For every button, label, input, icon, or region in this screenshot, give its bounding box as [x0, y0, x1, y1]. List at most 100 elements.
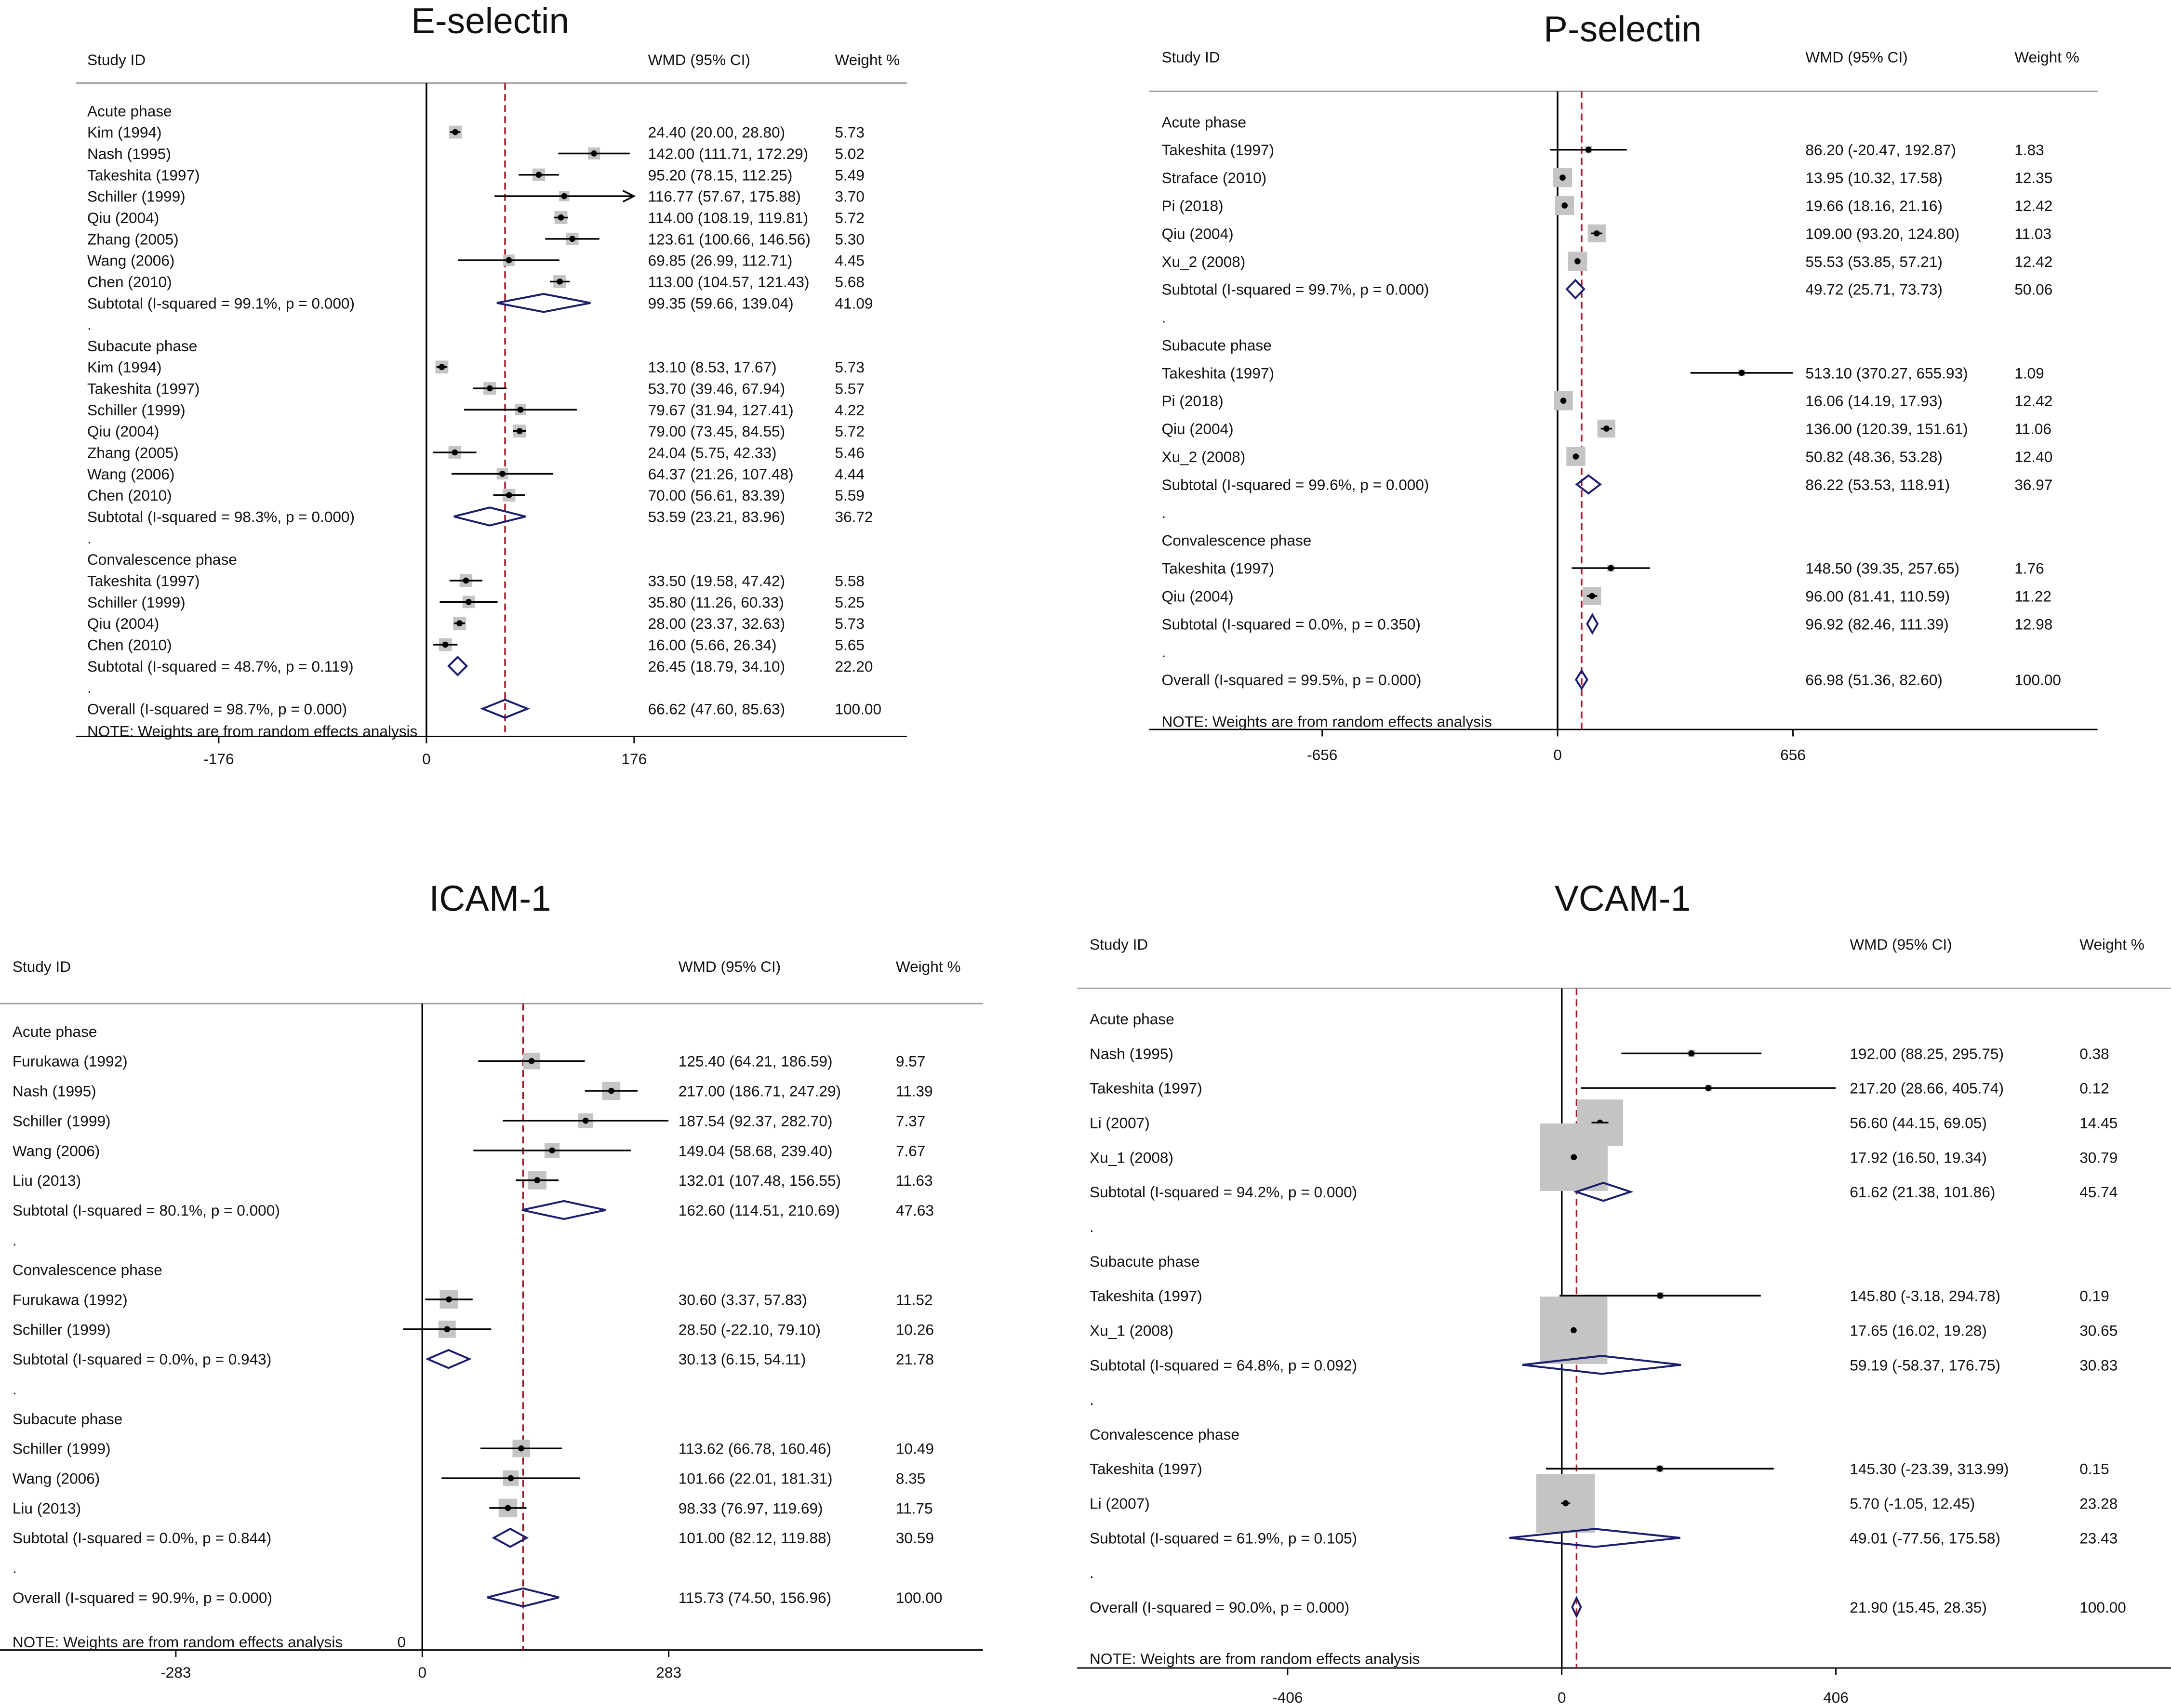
ci-value: 49.72 (25.71, 73.73) — [1805, 281, 1943, 298]
ci-arrow — [622, 190, 636, 203]
ci-value: 96.00 (81.41, 110.59) — [1805, 587, 1950, 605]
ci-value: 217.00 (186.71, 247.29) — [679, 1083, 841, 1100]
study-row-label: Chen (2010) — [87, 273, 172, 291]
column-header-weight: Weight % — [2079, 936, 2144, 953]
study-row-label: Schiller (1999) — [87, 401, 186, 419]
ci-value: 19.66 (18.16, 21.16) — [1805, 197, 1943, 214]
subtotal-row-label: Subtotal (I-squared = 94.2%, p = 0.000) — [1090, 1183, 1357, 1201]
spacer-dot: . — [87, 316, 92, 333]
ci-value: 113.62 (66.78, 160.46) — [679, 1440, 831, 1457]
ci-value: 33.50 (19.58, 47.42) — [648, 572, 786, 590]
point-estimate — [1571, 1154, 1577, 1161]
phase-header: Convalescence phase — [87, 551, 237, 568]
overall-row-label: Overall (I-squared = 90.9%, p = 0.000) — [13, 1589, 272, 1606]
study-row-label: Wang (2006) — [87, 252, 174, 269]
point-estimate — [466, 599, 472, 605]
study-row-label: Qiu (2004) — [87, 423, 159, 440]
ci-value: 56.60 (44.15, 69.05) — [1850, 1114, 1987, 1131]
weight-value: 11.39 — [896, 1083, 933, 1100]
study-row-label: Furukawa (1992) — [13, 1291, 128, 1308]
ci-value: 136.00 (120.39, 151.61) — [1805, 420, 1968, 437]
study-row-label: Qiu (2004) — [87, 209, 159, 226]
ci-value: 217.20 (28.66, 405.74) — [1850, 1080, 2004, 1097]
overall-diamond — [480, 699, 530, 719]
weight-value: 5.59 — [835, 487, 865, 504]
weight-value: 0.12 — [2079, 1080, 2109, 1097]
weight-value: 5.02 — [835, 145, 865, 162]
weight-value: 10.49 — [896, 1440, 934, 1457]
study-row-label: Takeshita (1997) — [1090, 1080, 1202, 1097]
column-header-study: Study ID — [13, 958, 71, 975]
subtotal-row-label: Subtotal (I-squared = 80.1%, p = 0.000) — [13, 1202, 280, 1219]
weight-value: 11.03 — [2014, 225, 2051, 242]
ci-value: 125.40 (64.21, 186.59) — [679, 1053, 833, 1070]
study-row-label: Takeshita (1997) — [87, 572, 200, 590]
panel-title: ICAM-1 — [429, 878, 551, 918]
study-row-label: Qiu (2004) — [1161, 587, 1233, 605]
ci-value: 59.19 (-58.37, 176.75) — [1850, 1356, 2000, 1374]
weight-value: 0.38 — [2079, 1045, 2109, 1062]
x-tick-label: 656 — [1780, 746, 1806, 763]
point-estimate — [1571, 1327, 1577, 1334]
weight-value: 9.57 — [896, 1053, 926, 1070]
ci-value: 53.70 (39.46, 67.94) — [648, 380, 786, 397]
subtotal-row-label: Subtotal (I-squared = 0.0%, p = 0.350) — [1161, 615, 1420, 633]
subtotal-diamond — [1573, 1181, 1634, 1202]
weight-value: 5.30 — [835, 230, 865, 248]
panel-title: P-selectin — [1544, 9, 1702, 49]
spacer-dot: . — [87, 679, 92, 696]
subtotal-row-label: Subtotal (I-squared = 99.7%, p = 0.000) — [1161, 281, 1429, 298]
point-estimate — [1561, 202, 1568, 209]
weight-value: 5.73 — [835, 358, 865, 376]
ci-value: 86.22 (53.53, 118.91) — [1805, 476, 1950, 493]
study-row-label: Schiller (1999) — [13, 1440, 111, 1457]
weight-value: 30.79 — [2079, 1149, 2118, 1166]
point-estimate — [1738, 370, 1745, 376]
subtotal-row-label: Subtotal (I-squared = 98.3%, p = 0.000) — [87, 508, 355, 526]
point-estimate — [1603, 425, 1610, 432]
study-row-label: Straface (2010) — [1161, 169, 1266, 186]
point-estimate — [442, 641, 449, 648]
weight-value: 5.72 — [835, 209, 865, 226]
ci-value: 17.92 (16.50, 19.34) — [1850, 1149, 1987, 1166]
x-tick-label: 0 — [418, 1664, 426, 1681]
ci-value: 66.62 (47.60, 85.63) — [648, 700, 786, 717]
weight-value: 3.70 — [835, 188, 865, 205]
weight-value: 5.58 — [835, 572, 865, 590]
phase-header: Subacute phase — [1161, 336, 1271, 354]
ci-value: 53.59 (23.21, 83.96) — [648, 508, 786, 526]
phase-header: Subacute phase — [87, 337, 197, 355]
study-row-label: Qiu (2004) — [1161, 420, 1233, 437]
study-row-label: Wang (2006) — [87, 465, 174, 483]
weight-value: 47.63 — [896, 1202, 934, 1219]
study-row-label: Xu_2 (2008) — [1161, 448, 1245, 465]
point-estimate — [1688, 1050, 1695, 1057]
ci-value: 16.00 (5.66, 26.34) — [648, 636, 777, 653]
weights-note: NOTE: Weights are from random effects an… — [13, 1633, 343, 1651]
subtotal-diamond — [1509, 1528, 1680, 1548]
ci-value: 55.53 (53.85, 57.21) — [1805, 253, 1943, 270]
study-row-label: Takeshita (1997) — [87, 166, 200, 184]
ci-value: 50.82 (48.36, 53.28) — [1805, 448, 1943, 465]
point-estimate — [608, 1087, 614, 1094]
point-estimate — [1560, 397, 1567, 404]
weight-value: 36.97 — [2014, 476, 2052, 493]
stray-zero-label: 0 — [398, 1633, 406, 1651]
point-estimate — [1559, 174, 1566, 181]
ci-value: 86.20 (-20.47, 192.87) — [1805, 141, 1956, 159]
weight-value: 5.65 — [835, 636, 865, 653]
study-row-label: Liu (2013) — [13, 1172, 81, 1189]
weight-value: 5.49 — [835, 166, 865, 184]
ci-value: 98.33 (76.97, 119.69) — [679, 1499, 823, 1517]
weight-value: 21.78 — [896, 1351, 934, 1368]
ci-value: 69.85 (26.99, 112.71) — [648, 252, 793, 269]
weight-value: 4.44 — [835, 465, 865, 483]
weight-value: 8.35 — [896, 1470, 926, 1487]
weight-value: 5.73 — [835, 615, 865, 632]
point-estimate — [1657, 1292, 1664, 1299]
x-tick-label: -176 — [203, 750, 234, 768]
point-estimate — [535, 172, 542, 178]
spacer-dot: . — [1161, 643, 1166, 661]
column-header-wmd: WMD (95% CI) — [648, 51, 750, 68]
